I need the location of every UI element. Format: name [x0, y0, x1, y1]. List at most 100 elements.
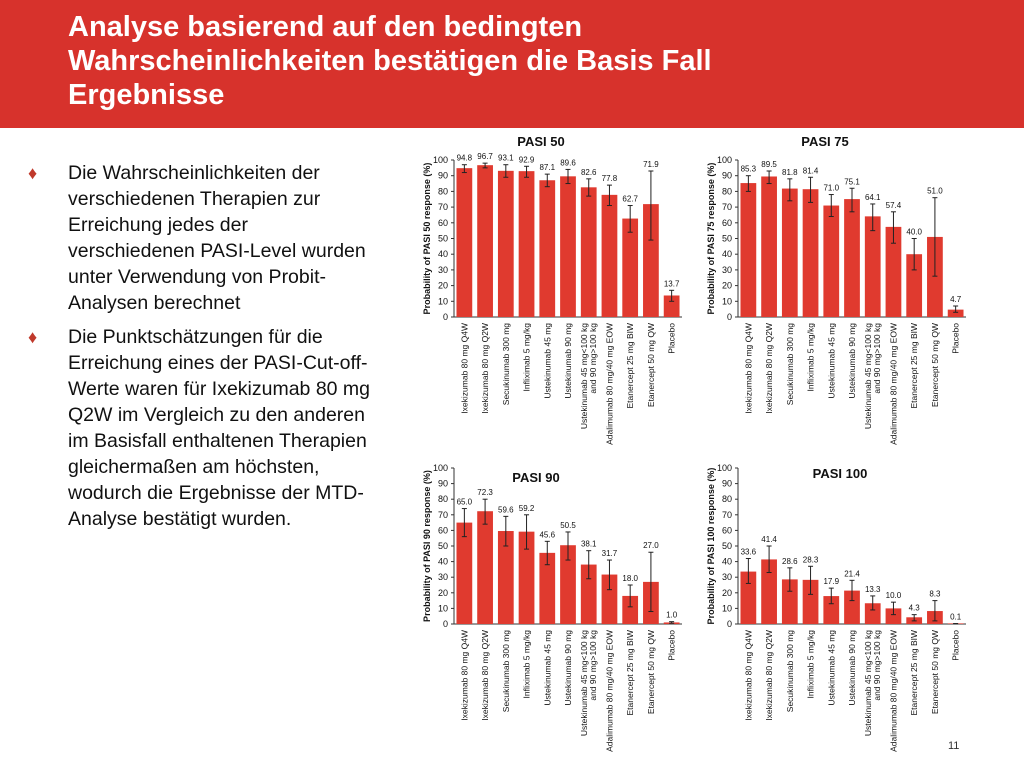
category-label-group: Ixekizumab 80 mg Q4W — [459, 630, 469, 721]
y-tick-label: 0 — [727, 312, 732, 322]
category-label-group: Secukinumab 300 mg — [501, 630, 511, 712]
category-label-group: Infliximab 5 mg/kg — [806, 323, 816, 392]
bar — [622, 595, 639, 624]
category-label: Secukinumab 300 mg — [785, 630, 795, 712]
category-label: Placebo — [951, 323, 961, 354]
category-label: Ixekizumab 80 mg Q4W — [459, 630, 469, 721]
category-label: Placebo — [667, 323, 677, 354]
data-label: 13.7 — [664, 279, 680, 288]
category-label-group: Secukinumab 300 mg — [785, 630, 795, 712]
data-label: 96.7 — [477, 152, 493, 161]
category-label: Secukinumab 300 mg — [785, 323, 795, 405]
y-tick-label: 90 — [722, 171, 732, 181]
y-tick-label: 30 — [722, 572, 732, 582]
category-label: Placebo — [667, 630, 677, 661]
y-tick-label: 30 — [722, 265, 732, 275]
y-tick-label: 40 — [722, 557, 732, 567]
bullet-text: Die Punktschätzungen für die Erreichung … — [68, 326, 371, 530]
y-tick-label: 0 — [443, 619, 448, 629]
y-tick-label: 80 — [438, 186, 448, 196]
bar — [864, 216, 881, 317]
data-label: 27.0 — [643, 541, 659, 550]
data-label: 75.1 — [844, 177, 860, 186]
bar — [539, 552, 556, 624]
category-label-group: Secukinumab 300 mg — [785, 323, 795, 405]
data-label: 33.6 — [741, 547, 757, 556]
bar — [580, 187, 597, 317]
category-label-group: Ixekizumab 80 mg Q4W — [743, 323, 753, 414]
chart-title: PASI 90 — [512, 470, 559, 485]
data-label: 93.1 — [498, 154, 514, 163]
bar — [823, 596, 840, 624]
y-tick-label: 0 — [727, 619, 732, 629]
data-label: 59.2 — [519, 504, 535, 513]
chart-pasi-50: PASI 50 Probability of PASI 50 response (… — [422, 134, 682, 445]
bar — [601, 574, 618, 624]
chart-title: PASI 75 — [801, 134, 848, 149]
y-tick-label: 100 — [433, 155, 448, 165]
bar — [601, 194, 618, 317]
title-banner: Analyse basierend auf den bedingten Wahr… — [0, 0, 1024, 128]
category-label: Ixekizumab 80 mg Q4W — [459, 323, 469, 414]
category-label-group: Ustekinumab 45 mg<100 kg and 90 mg>100 kg — [579, 630, 598, 736]
category-label: Adalimumab 80 mg/40 mg EOW — [604, 630, 614, 752]
y-tick-label: 30 — [438, 265, 448, 275]
bullet-list: ♦ Die Wahrscheinlichkeiten der verschied… — [28, 160, 378, 540]
slide-title: Analyse basierend auf den bedingten Wahr… — [68, 10, 968, 112]
bar — [823, 205, 840, 317]
y-tick-label: 80 — [438, 494, 448, 504]
bar — [906, 254, 923, 317]
y-tick-label: 60 — [438, 525, 448, 535]
y-tick-label: 50 — [438, 234, 448, 244]
category-label-group: Ustekinumab 45 mg<100 kg and 90 mg>100 kg — [863, 630, 882, 736]
bar — [927, 236, 943, 317]
y-tick-label: 50 — [722, 541, 732, 551]
bar — [761, 559, 777, 624]
y-axis-label: Probability of PASI 90 response (%) — [422, 470, 432, 622]
bar — [740, 183, 757, 317]
y-tick-label: 40 — [722, 249, 732, 259]
category-label: Infliximab 5 mg/kg — [522, 630, 532, 699]
y-tick-label: 0 — [443, 312, 448, 322]
y-tick-label: 70 — [438, 510, 448, 520]
bullet-item: ♦ Die Wahrscheinlichkeiten der verschied… — [28, 160, 378, 316]
data-label: 82.6 — [581, 168, 597, 177]
category-label-group: Adalimumab 80 mg/40 mg EOW — [604, 630, 614, 752]
y-axis-label: Probability of PASI 100 response (%) — [706, 468, 716, 625]
slide-title-line: Analyse basierend auf den bedingten — [68, 11, 583, 43]
data-label: 18.0 — [622, 574, 638, 583]
category-label-group: Infliximab 5 mg/kg — [522, 630, 532, 699]
category-label: Adalimumab 80 mg/40 mg EOW — [604, 323, 614, 445]
y-tick-label: 20 — [722, 281, 732, 291]
category-label-group: Placebo — [951, 630, 961, 661]
category-label: Ustekinumab 90 mg — [847, 323, 857, 399]
data-label: 81.4 — [803, 166, 819, 175]
category-label: Etanercept 25 mg BIW — [909, 323, 919, 409]
category-label-group: Ixekizumab 80 mg Q4W — [743, 630, 753, 721]
data-label: 59.6 — [498, 505, 514, 514]
category-label-group: Ustekinumab 45 mg<100 kg and 90 mg>100 kg — [579, 323, 598, 429]
data-label: 28.3 — [803, 555, 819, 564]
category-label: Etanercept 25 mg BIW — [625, 323, 635, 409]
category-label-group: Etanercept 25 mg BIW — [625, 630, 635, 716]
y-tick-label: 60 — [722, 525, 732, 535]
y-tick-label: 40 — [438, 557, 448, 567]
category-label: Adalimumab 80 mg/40 mg EOW — [888, 630, 898, 752]
data-label: 13.3 — [865, 585, 881, 594]
data-label: 21.4 — [844, 569, 860, 578]
slide-title-line: Ergebnisse — [68, 79, 225, 111]
y-tick-label: 10 — [722, 603, 732, 613]
data-label: 50.5 — [560, 521, 576, 530]
data-label: 10.0 — [886, 591, 902, 600]
data-label: 45.6 — [539, 530, 555, 539]
y-tick-label: 80 — [722, 186, 732, 196]
category-label: Ixekizumab 80 mg Q2W — [480, 630, 490, 721]
category-label-group: Adalimumab 80 mg/40 mg EOW — [888, 323, 898, 445]
bar — [560, 176, 576, 317]
category-label: Etanercept 50 mg QW — [646, 323, 656, 407]
category-label-group: Ixekizumab 80 mg Q2W — [480, 323, 490, 414]
bar — [560, 545, 576, 624]
data-label: 71.9 — [643, 160, 659, 169]
data-label: 77.8 — [602, 174, 618, 183]
category-label-group: Etanercept 50 mg QW — [646, 323, 656, 407]
